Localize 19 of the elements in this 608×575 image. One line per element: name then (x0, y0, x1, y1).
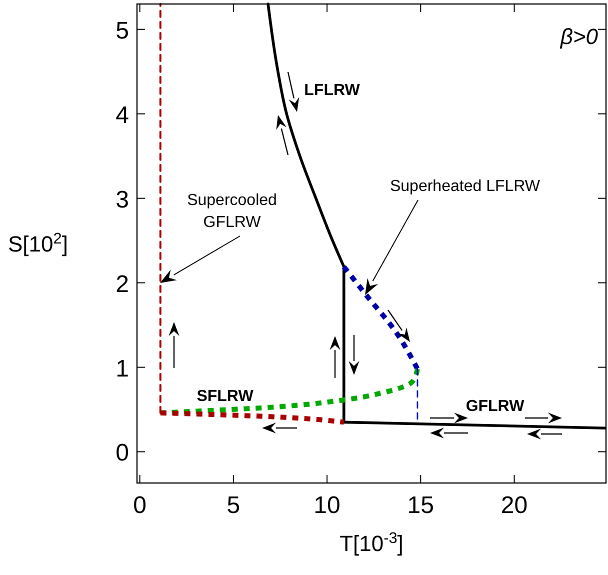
y-tick-label: 4 (116, 102, 129, 129)
y-tick-label: 3 (116, 186, 129, 214)
x-tick-label: 5 (226, 492, 240, 519)
x-tick-label: 0 (133, 492, 146, 519)
y-tick-label: 0 (116, 440, 129, 467)
y-tick-label: 5 (116, 17, 129, 44)
annotation: LFLRW (304, 82, 361, 99)
x-tick-label: 10 (314, 492, 340, 519)
annotation: SFLRW (196, 388, 254, 405)
x-tick-label: 20 (500, 492, 528, 519)
x-tick-label: 15 (407, 492, 434, 519)
y-axis-title: S[10$^{2}$] (8, 230, 68, 256)
y-tick-label: 2 (116, 270, 129, 298)
annotation: Superheated LFLRW (390, 178, 541, 195)
y-tick-label: 1 (116, 355, 129, 382)
annotation: GFLRW (466, 398, 526, 415)
annotation: Supercooled GFLRW (187, 192, 277, 231)
x-axis-title: T[10$^{-3}$] (340, 530, 404, 556)
annotation: β>0 (559, 24, 599, 49)
